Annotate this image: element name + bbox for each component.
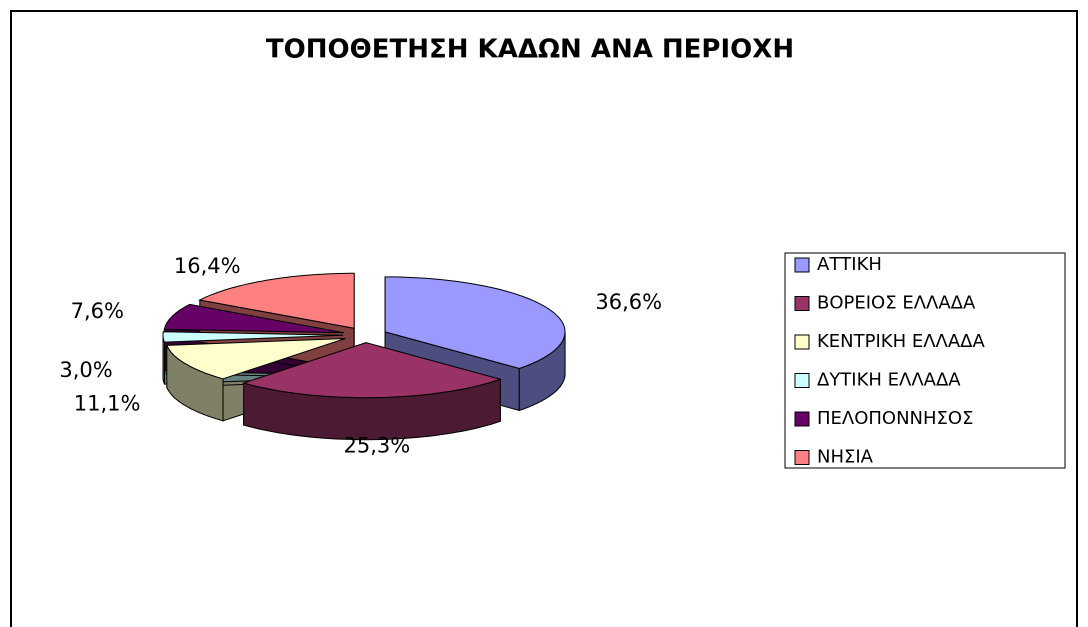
legend-label: ΔΥΤΙΚΗ ΕΛΛΑΔΑ bbox=[817, 370, 961, 391]
data-label: 3,0% bbox=[59, 358, 112, 382]
data-label: 11,1% bbox=[74, 391, 141, 415]
legend-label: ΒΟΡΕΙΟΣ ΕΛΛΑΔΑ bbox=[817, 293, 976, 314]
chart-border bbox=[10, 10, 1078, 627]
data-label: 16,4% bbox=[174, 254, 241, 278]
legend-swatch bbox=[794, 411, 810, 427]
slice bbox=[166, 338, 346, 380]
legend-swatch bbox=[794, 296, 810, 311]
slice bbox=[241, 342, 503, 399]
legend-swatch bbox=[794, 257, 810, 273]
slice bbox=[162, 331, 344, 343]
slice bbox=[163, 303, 345, 334]
legend-swatch bbox=[794, 373, 810, 388]
slice bbox=[384, 276, 566, 370]
legend-label: ΠΕΛΟΠΟΝΝΗΣΟΣ bbox=[817, 408, 973, 429]
slice bbox=[198, 272, 355, 329]
legend-swatch bbox=[794, 450, 810, 465]
chart-title: ΤΟΠΟΘΕΤΗΣΗ ΚΑΔΩΝ ΑΝΑ ΠΕΡΙΟΧΗ bbox=[266, 35, 794, 65]
legend-box bbox=[784, 252, 1066, 469]
data-label: 25,3% bbox=[344, 434, 411, 458]
legend-label: ΑΤΤΙΚΗ bbox=[817, 254, 882, 275]
legend-label: ΝΗΣΙΑ bbox=[817, 447, 874, 468]
data-label: 36,6% bbox=[595, 290, 662, 314]
data-label: 7,6% bbox=[71, 299, 124, 323]
legend-label: ΚΕΝΤΡΙΚΗ ΕΛΛΑΔΑ bbox=[817, 331, 985, 352]
legend-swatch bbox=[794, 334, 810, 350]
